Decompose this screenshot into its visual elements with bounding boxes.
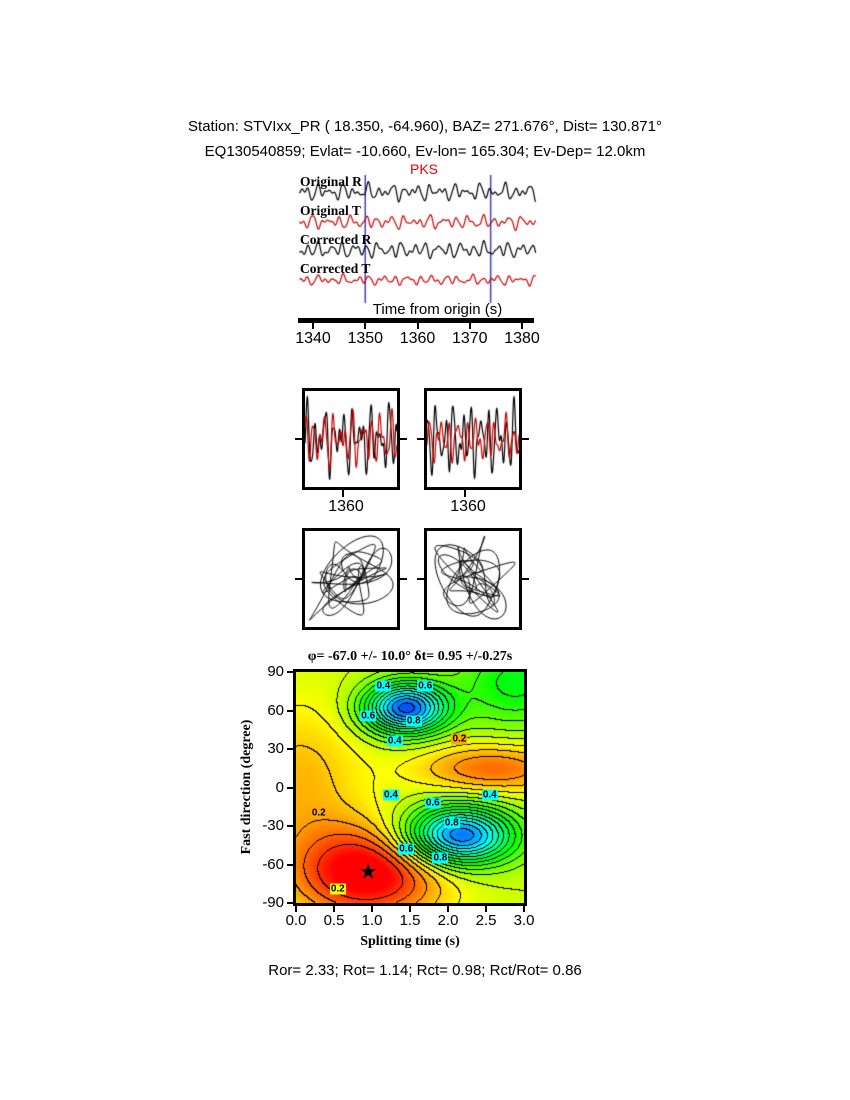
zoom-side-tick [417,438,424,440]
zoom-xtick [464,490,467,497]
fast-direction-tick-label: -90 [262,894,284,911]
time-axis-tick-label: 1370 [451,330,488,347]
time-axis-tick [364,323,367,329]
splitting-time-tick [447,906,449,912]
error-surface-title: φ= -67.0 +/- 10.0° δt= 0.95 +/-0.27s [307,649,513,664]
hodogram-side-tick [295,578,302,580]
splitting-time-tick-label: 2.5 [475,912,497,929]
zoom-xtick-label-left: 1360 [328,498,364,515]
contour-label: 0.6 [417,680,434,692]
contour-label: 0.2 [451,733,468,745]
contour-label: 0.8 [443,817,460,829]
contour-label: 0.4 [386,735,403,747]
splitting-statistics: Ror= 2.33; Rot= 1.14; Rct= 0.98; Rct/Rot… [268,962,582,979]
trace-label-corrected-t: Corrected T [300,261,371,276]
contour-label: 0.6 [398,843,415,855]
contour-label: 0.6 [360,710,377,722]
contour-label: 0.4 [383,789,399,801]
error-surface-canvas [296,672,524,903]
hodogram-side-tick [400,578,407,580]
fast-direction-tick-label: 60 [267,701,284,719]
splitting-time-tick-label: 0.0 [285,912,307,929]
particle-motion-canvas-original [305,531,397,627]
particle-motion-panel-original [302,528,400,630]
trace-label-original-t: Original T [300,203,361,218]
fast-direction-tick [287,825,293,827]
splitting-time-tick [295,906,297,912]
error-surface-frame [293,669,527,906]
fast-direction-tick [287,748,293,750]
splitting-time-tick [333,906,335,912]
zoom-canvas-corrected [427,391,519,487]
trace-label-corrected-r: Corrected R [300,232,372,247]
zoom-side-tick [400,438,407,440]
contour-label: 0.8 [405,715,422,727]
hodogram-side-tick [417,578,424,580]
contour-label: 0.6 [424,797,441,809]
zoom-xtick [342,490,345,497]
splitting-time-tick-label: 1.0 [361,912,383,929]
time-axis-tick [521,323,523,329]
splitting-time-tick [485,906,487,912]
time-axis-tick [416,323,419,329]
zoom-side-tick [295,438,302,440]
time-axis-tick-label: 1360 [399,330,436,347]
time-axis-tick-label: 1380 [504,330,540,347]
fast-direction-tick [287,863,293,866]
seismogram-canvas [290,165,540,315]
fast-direction-tick-label: 30 [267,740,284,757]
splitting-time-axis-title: Splitting time (s) [360,934,460,949]
zoom-xtick-label-right: 1360 [450,498,486,515]
splitting-time-tick [523,906,525,912]
particle-motion-panel-corrected [424,528,522,630]
time-axis-line [298,318,534,323]
splitting-time-tick [371,906,373,912]
contour-label: 0.4 [481,789,498,801]
fast-direction-tick-label: -60 [262,855,284,873]
phase-label: PKS [409,161,438,177]
splitting-time-tick-label: 2.0 [437,912,459,929]
splitting-time-tick-label: 3.0 [513,912,535,929]
zoom-canvas-original [305,391,397,487]
contour-label: 0.4 [375,680,392,692]
time-axis-label: Time from origin (s) [372,301,503,318]
contour-label: 0.8 [432,852,449,864]
station-header-line1: Station: STVIxx_PR ( 18.350, -64.960), B… [188,118,662,135]
zoom-panel-corrected [424,388,522,490]
fast-direction-tick-label: 0 [275,778,284,796]
particle-motion-canvas-corrected [427,531,519,627]
fast-direction-tick [287,902,293,904]
time-axis-tick-label: 1350 [347,330,384,347]
splitting-time-tick-label: 0.5 [323,912,345,929]
contour-label: 0.2 [329,883,346,895]
time-axis-tick-label: 1340 [295,330,331,347]
splitting-time-tick [409,906,411,912]
fast-direction-tick-label: -30 [262,817,284,834]
fast-direction-tick [287,709,293,712]
fast-direction-tick [287,786,293,789]
time-axis-tick [468,323,471,329]
fast-direction-tick [287,671,293,673]
splitting-time-tick-label: 1.5 [399,912,421,929]
zoom-panel-original [302,388,400,490]
contour-label: 0.2 [310,807,327,819]
fast-direction-tick-label: 90 [267,663,284,680]
hodogram-side-tick [522,578,529,580]
zoom-side-tick [522,438,529,440]
time-axis-tick [312,323,314,329]
trace-label-original-r: Original R [300,174,362,189]
best-fit-star: ★ [358,860,378,884]
event-header-line2: EQ130540859; Evlat= -10.660, Ev-lon= 165… [204,143,646,160]
